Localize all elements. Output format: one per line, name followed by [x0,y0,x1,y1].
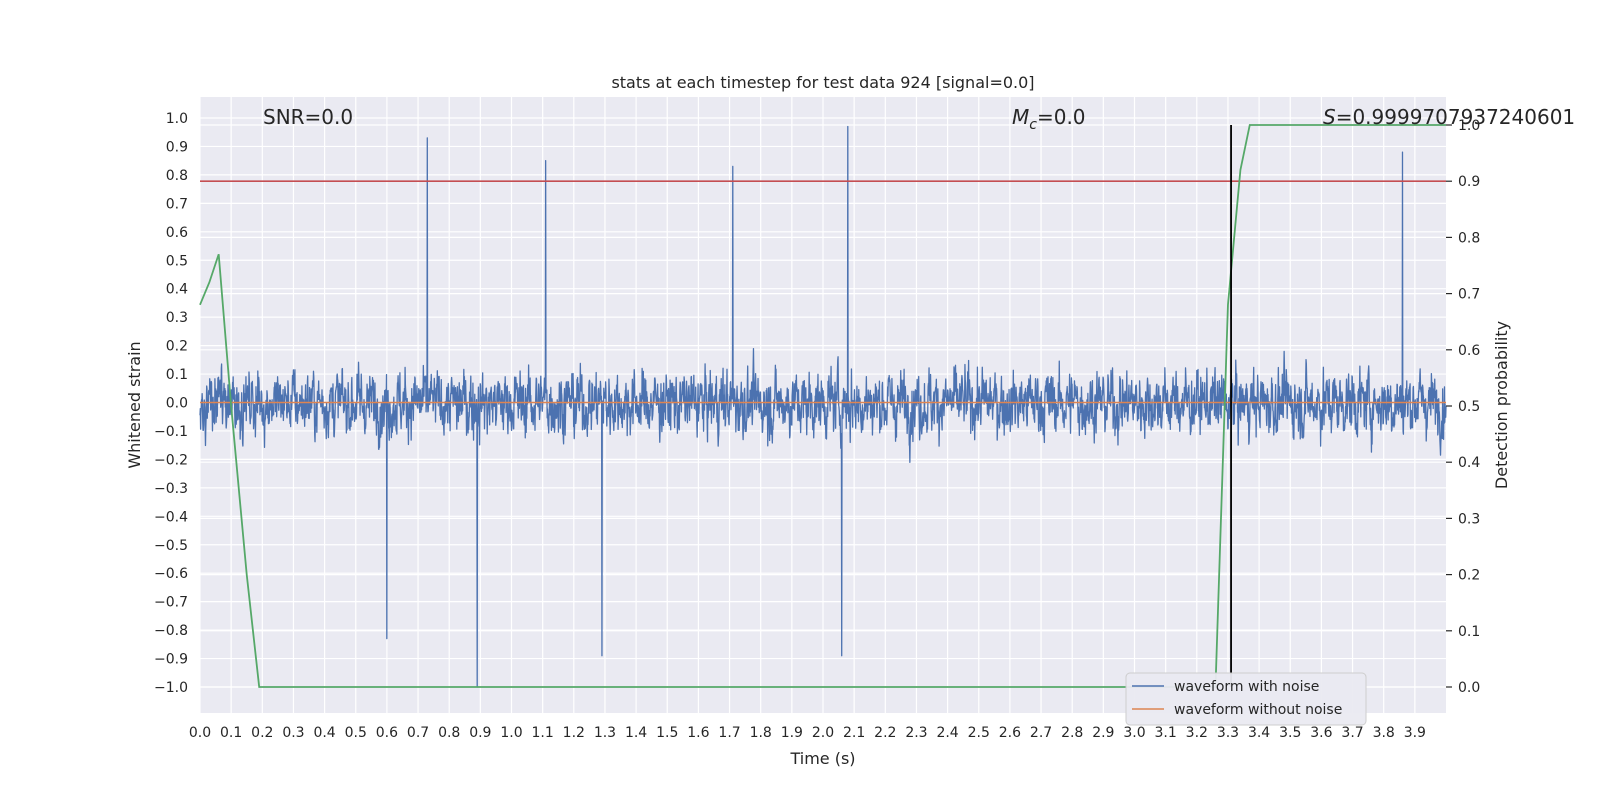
chart-title: stats at each timestep for test data 924… [611,73,1034,92]
y2-tick-label: 0.0 [1458,680,1480,696]
x-tick-label: 1.6 [687,725,709,741]
x-tick-label: 0.8 [438,725,460,741]
x-tick-label: 1.8 [750,725,772,741]
y-tick-label: −0.1 [154,424,188,440]
x-tick-label: 3.2 [1186,725,1208,741]
x-tick-label: 1.3 [594,725,616,741]
y-tick-labels: 1.0 0.9 0.8 0.7 0.6 0.5 0.4 0.3 0.2 0.1 0.0 −0.1 −0.… [154,111,188,696]
y-tick-label: −0.4 [154,509,188,525]
y-tick-label: 0.4 [166,282,188,298]
x-tick-label: 3.6 [1310,725,1332,741]
y2-tick-label: 0.5 [1458,399,1480,415]
x-tick-label: 0.2 [251,725,273,741]
y2-tick-label: 0.3 [1458,511,1480,527]
y2-tick-label: 0.6 [1458,343,1480,359]
x-tick-label: 3.8 [1373,725,1395,741]
detection-probability-line [199,124,1446,688]
x-tick-label: 1.2 [563,725,585,741]
y-tick-label: −0.2 [154,452,188,468]
x-tick-label: 3.4 [1248,725,1270,741]
x-tick-label: 0.7 [407,725,429,741]
x-tick-label: 1.7 [718,725,740,741]
x-tick-label: 2.1 [843,725,865,741]
y2-axis-label: Detection probability [1492,321,1511,489]
x-tick-label: 0.4 [313,725,335,741]
y-tick-label: 0.6 [166,225,188,241]
x-tick-label: 3.3 [1217,725,1239,741]
series-detection-probability [199,124,1446,688]
x-tick-label: 1.4 [625,725,647,741]
y2-tick-labels: 1.0 0.9 0.8 0.7 0.6 0.5 0.4 0.3 0.2 0.1 0.0 [1446,118,1480,696]
x-tick-label: 1.1 [532,725,554,741]
s-value: =0.9999707937240601 [1336,105,1575,129]
mc-symbol: M [1012,105,1029,129]
legend-label-waveform-with-noise: waveform with noise [1174,679,1319,695]
x-tick-label: 3.1 [1155,725,1177,741]
x-tick-label: 3.5 [1279,725,1301,741]
s-symbol: S [1323,105,1336,129]
y-tick-label: −0.6 [154,566,188,582]
y-tick-label: 0.2 [166,339,188,355]
y2-tick-label: 0.2 [1458,568,1480,584]
x-tick-label: 1.0 [500,725,522,741]
x-tick-label: 0.0 [189,725,211,741]
x-tick-label: 2.4 [936,725,958,741]
y-tick-label: −0.3 [154,481,188,497]
s-annotation: S=0.9999707937240601 [1323,105,1575,129]
legend-box [1125,672,1367,726]
x-tick-label: 0.9 [469,725,491,741]
y2-tick-label: 0.9 [1458,174,1480,190]
x-tick-label: 1.9 [781,725,803,741]
x-tick-label: 3.7 [1341,725,1363,741]
legend: waveform with noise waveform without noi… [1125,672,1367,726]
y-tick-label: 1.0 [166,111,188,127]
x-tick-label: 2.7 [1030,725,1052,741]
x-tick-label: 3.0 [1123,725,1145,741]
legend-label-waveform-without-noise: waveform without noise [1174,702,1342,718]
y2-tick-label: 0.4 [1458,455,1480,471]
x-tick-label: 0.6 [376,725,398,741]
snr-annotation: SNR=0.0 [263,105,353,129]
x-axis-label: Time (s) [789,749,855,768]
x-tick-label: 2.8 [1061,725,1083,741]
y-tick-label: 0.5 [166,253,188,269]
y-tick-label: −0.7 [154,595,188,611]
y-tick-label: 0.0 [166,396,188,412]
x-tick-label: 2.3 [905,725,927,741]
x-tick-label: 1.5 [656,725,678,741]
x-tick-label: 2.2 [874,725,896,741]
y2-tick-label: 0.1 [1458,624,1480,640]
mc-annotation: Mc=0.0 [1012,105,1086,133]
y-tick-label: 0.7 [166,196,188,212]
mc-value: =0.0 [1037,105,1086,129]
y-tick-label: 0.9 [166,139,188,155]
series-waveform-with-noise [199,125,1447,688]
x-tick-labels: 0.0 0.1 0.2 0.3 0.4 0.5 0.6 0.7 0.8 0.9 1.0 1.1 1.2 1… [189,725,1426,741]
y2-tick-label: 0.7 [1458,287,1480,303]
x-tick-label: 0.5 [345,725,367,741]
y-tick-label: −0.5 [154,538,188,554]
y2-tick-label: 1.0 [1458,118,1480,134]
y-tick-label: −0.9 [154,652,188,668]
x-tick-label: 2.9 [1092,725,1114,741]
y2-tick-label: 0.8 [1458,230,1480,246]
y-tick-label: 0.1 [166,367,188,383]
x-tick-label: 2.0 [812,725,834,741]
y-tick-label: 0.8 [166,168,188,184]
x-tick-label: 2.6 [999,725,1021,741]
x-tick-label: 3.9 [1404,725,1426,741]
x-tick-label: 2.5 [968,725,990,741]
y-axis-label: Whitened strain [125,341,144,468]
x-tick-label: 0.1 [220,725,242,741]
y-tick-label: 0.3 [166,310,188,326]
x-tick-label: 0.3 [282,725,304,741]
y-tick-label: −0.8 [154,623,188,639]
mc-subscript: c [1029,117,1037,133]
waveform-with-noise-line [199,125,1447,688]
y-tick-label: −1.0 [154,680,188,696]
